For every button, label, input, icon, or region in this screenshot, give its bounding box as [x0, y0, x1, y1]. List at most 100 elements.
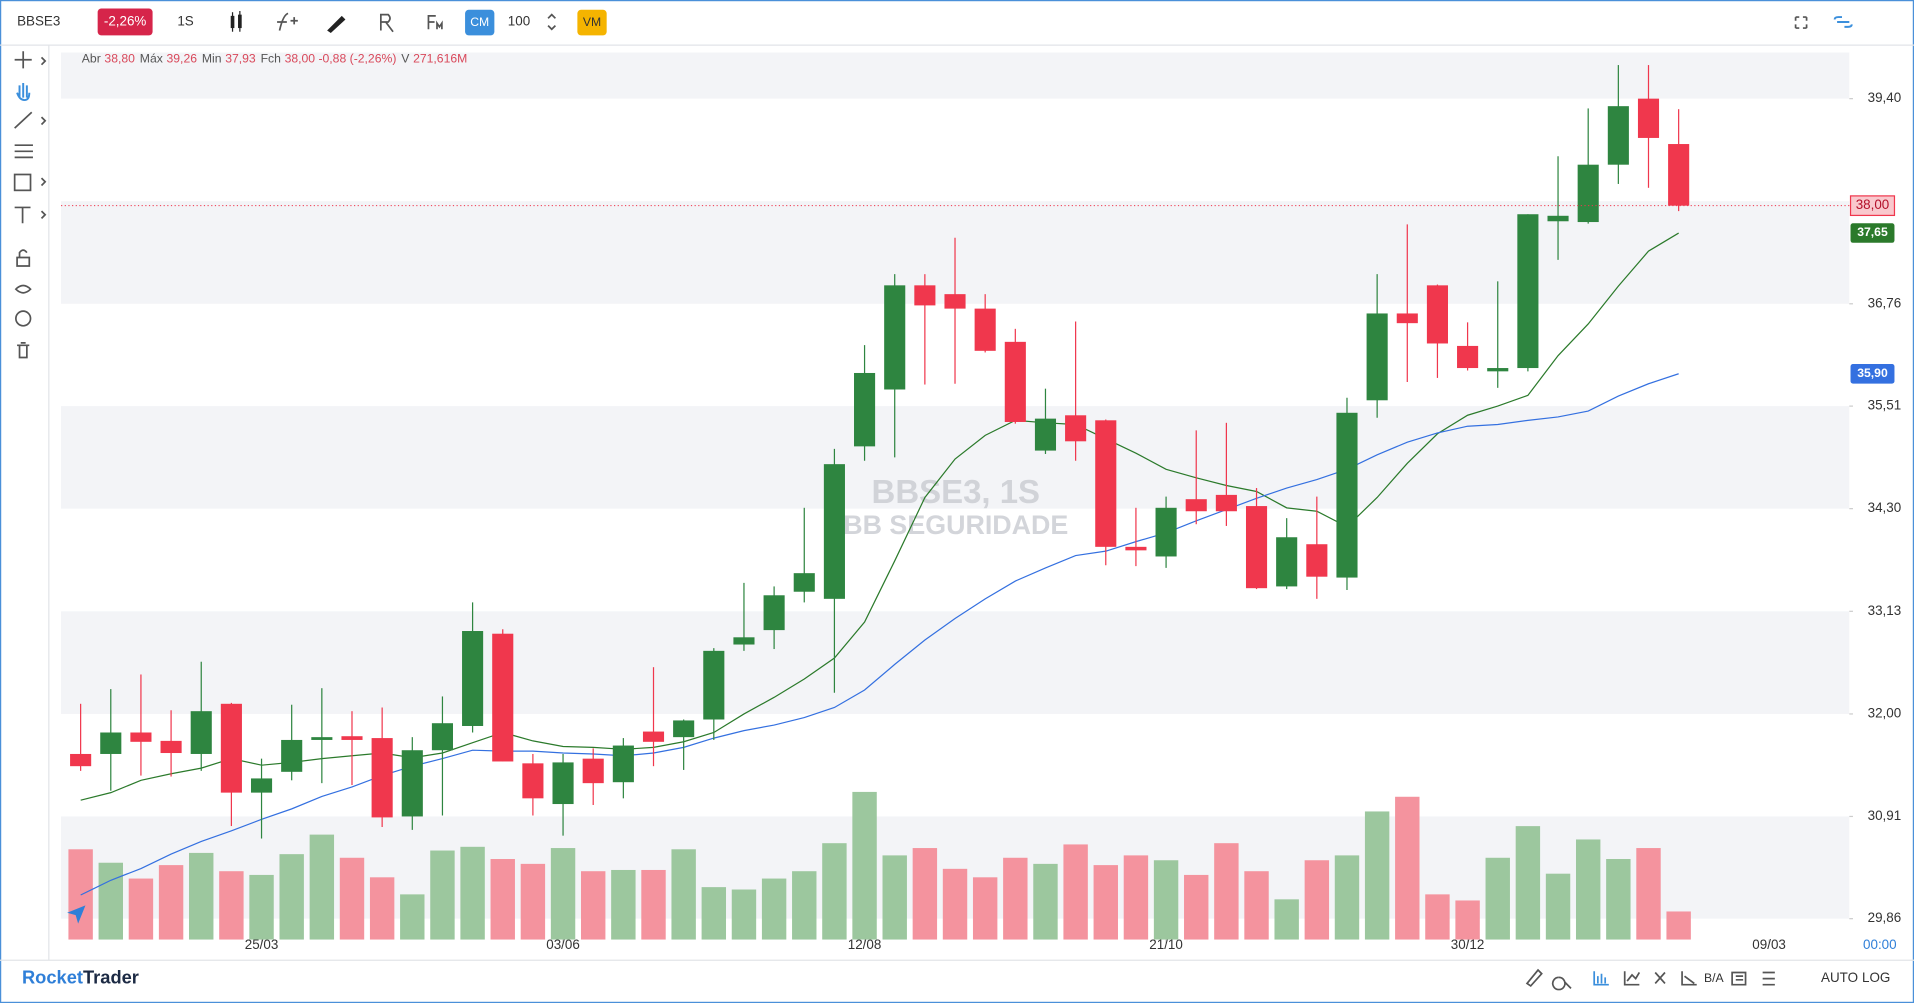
draw-icon[interactable] — [327, 15, 346, 33]
volume-bar — [400, 894, 425, 940]
candle-body — [1426, 285, 1448, 344]
candle-body — [1215, 494, 1237, 512]
hand-tool[interactable] — [16, 82, 31, 102]
candle-body — [190, 711, 212, 754]
candle-body — [703, 650, 725, 720]
volume-bar — [1485, 857, 1510, 940]
candle-body — [522, 763, 544, 799]
line-tool[interactable] — [14, 111, 33, 129]
volume-bar — [1364, 811, 1390, 940]
x-tick-label: 30/12 — [1451, 937, 1485, 952]
volume-bar — [822, 843, 847, 940]
volume-bar — [1184, 874, 1209, 940]
fib-tool[interactable] — [14, 144, 33, 159]
moving-average — [80, 232, 1679, 801]
candle-body — [1366, 313, 1388, 401]
volume-bar — [852, 791, 877, 940]
candle-body — [1607, 106, 1629, 165]
volume-bar — [792, 871, 817, 940]
y-tick-label: 30,91 — [1868, 808, 1902, 823]
candle-body — [431, 723, 453, 751]
volume-bar — [550, 848, 576, 940]
shape-tool[interactable] — [13, 173, 32, 192]
fullscreen-icon[interactable] — [1794, 16, 1808, 29]
rx-icon[interactable] — [379, 13, 394, 33]
volume-bar — [339, 857, 365, 940]
footer-icons-2[interactable] — [1731, 971, 1775, 986]
footer-icons[interactable] — [1623, 971, 1697, 986]
ma-value-box — [1850, 364, 1895, 384]
candle-body — [793, 573, 815, 592]
ma-value-box — [1850, 223, 1895, 243]
quantity[interactable]: 100 — [508, 14, 530, 29]
volume-bar — [671, 849, 696, 940]
fm-icon[interactable] — [427, 15, 443, 30]
ma-value-label: 37,65 — [1857, 225, 1888, 239]
candle-body — [1517, 214, 1539, 369]
volume-bar — [219, 871, 244, 940]
candle-body — [733, 637, 755, 645]
vm-badge[interactable] — [577, 9, 607, 36]
candle-body — [250, 778, 273, 793]
change-text: -2,26% — [104, 14, 147, 29]
volume-bar — [1666, 911, 1691, 940]
help-tool[interactable] — [15, 310, 32, 327]
candle-body — [1004, 341, 1026, 422]
crosshair-tool[interactable] — [14, 51, 32, 69]
candle-body — [130, 732, 152, 742]
indicator-icon[interactable] — [277, 12, 298, 31]
footer-tools[interactable] — [1525, 968, 1572, 991]
candle-body — [612, 745, 634, 783]
candle-body — [492, 633, 514, 762]
volume-bar — [158, 865, 184, 940]
candle-body — [1637, 98, 1660, 138]
link-icon[interactable] — [1833, 16, 1853, 28]
sidebar-tools — [13, 51, 47, 359]
candle-body — [1095, 420, 1117, 547]
candle-body — [341, 736, 363, 740]
volume-bar — [1636, 848, 1661, 940]
candle-body — [974, 308, 996, 351]
lock-tool[interactable] — [16, 249, 31, 267]
candle-body — [401, 750, 423, 817]
candle-icon[interactable] — [230, 10, 242, 32]
volume-bar — [520, 863, 546, 940]
volume-bar — [128, 878, 154, 940]
volume-bar — [1214, 843, 1239, 940]
candle-body — [100, 732, 122, 754]
text-tool[interactable] — [14, 206, 31, 224]
volume-bar — [731, 889, 757, 940]
eye-tool[interactable] — [14, 284, 32, 294]
legend-label: Máx — [140, 51, 163, 65]
change-badge — [97, 8, 153, 36]
candle-body — [1034, 418, 1057, 451]
trash-tool[interactable] — [17, 342, 30, 359]
tool-arrows[interactable] — [40, 56, 47, 220]
candle-body — [220, 703, 242, 793]
volume-bar — [309, 834, 335, 940]
auto-button[interactable]: AUTO — [1821, 970, 1858, 985]
candle-body — [552, 762, 574, 805]
volume-bar — [369, 877, 395, 940]
candle-body — [582, 758, 604, 784]
symbol[interactable]: BBSE3 — [17, 14, 60, 29]
time-label: 00:00 — [1863, 937, 1897, 952]
cm-badge[interactable] — [465, 9, 495, 36]
spinner[interactable] — [547, 13, 557, 31]
interval[interactable]: 1S — [177, 14, 193, 29]
volume-bar — [1123, 855, 1149, 940]
volume-bar — [1304, 860, 1330, 940]
log-button[interactable]: LOG — [1862, 970, 1890, 985]
legend-value: 39,26 — [167, 51, 198, 65]
volume-bar — [430, 850, 455, 940]
brand: Rocket — [22, 966, 83, 987]
bars-icon[interactable] — [1593, 971, 1609, 986]
legend-value: 38,80 — [104, 51, 135, 65]
volume-bar — [1274, 899, 1299, 940]
volume-bar — [1575, 839, 1601, 940]
legend-value: 37,93 — [225, 51, 256, 65]
volume-bar — [279, 854, 304, 940]
ba-button[interactable]: B/A — [1704, 971, 1725, 985]
